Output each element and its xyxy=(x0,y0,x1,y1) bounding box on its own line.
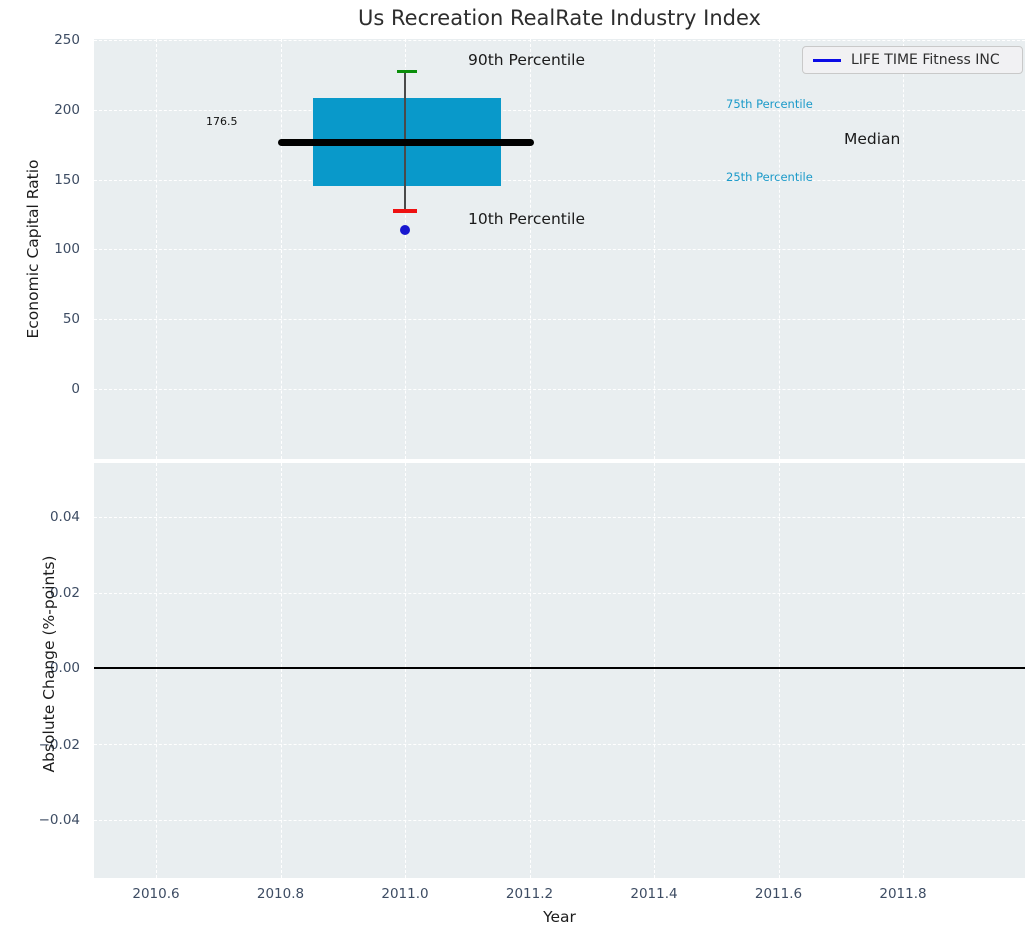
gridline xyxy=(405,463,406,878)
y-tick: 0.02 xyxy=(49,585,80,601)
gridline xyxy=(156,463,157,878)
zero-change-line xyxy=(94,667,1025,669)
gridline xyxy=(903,463,904,878)
y-tick: 50 xyxy=(62,311,80,327)
gridline xyxy=(94,319,1025,320)
gridline xyxy=(280,463,282,878)
x-tick: 2011.6 xyxy=(754,886,803,902)
gridline xyxy=(94,517,1025,518)
y-tick: 0 xyxy=(71,381,80,397)
median-label: Median xyxy=(844,130,901,148)
gridline xyxy=(94,744,1025,745)
gridline xyxy=(94,389,1025,390)
x-tick: 2011.0 xyxy=(381,886,429,902)
gridline xyxy=(94,820,1025,821)
gridline xyxy=(94,110,1025,111)
y-tick: 0.00 xyxy=(49,660,80,676)
y-tick: 200 xyxy=(54,102,80,118)
x-tick: 2011.8 xyxy=(879,886,927,902)
median-value-label: 176.5 xyxy=(206,115,238,128)
gridline xyxy=(94,249,1025,250)
legend: LIFE TIME Fitness INC xyxy=(802,46,1023,74)
x-tick: 2011.4 xyxy=(630,886,678,902)
chart-title: Us Recreation RealRate Industry Index xyxy=(358,6,761,30)
legend-line-swatch xyxy=(813,58,841,62)
p75-label: 75th Percentile xyxy=(726,97,813,111)
y-tick: −0.02 xyxy=(38,737,80,753)
gridline xyxy=(94,40,1025,41)
gridline xyxy=(778,463,780,878)
y-tick: 100 xyxy=(54,241,80,257)
bottom-subplot xyxy=(94,463,1025,878)
x-axis-label: Year xyxy=(543,908,576,926)
x-tick: 2010.6 xyxy=(132,886,180,902)
y-tick: 250 xyxy=(54,32,80,48)
top-subplot: 90th Percentile 10th Percentile 176.5 75… xyxy=(94,39,1025,459)
gridline xyxy=(94,593,1025,594)
y-tick: −0.04 xyxy=(38,812,80,828)
gridline xyxy=(94,180,1025,181)
p10-label: 10th Percentile xyxy=(468,210,586,228)
y-tick: 0.04 xyxy=(49,509,80,525)
p25-label: 25th Percentile xyxy=(726,170,813,184)
company-point-marker xyxy=(400,225,410,235)
x-tick: 2011.2 xyxy=(505,886,554,902)
x-tick: 2010.8 xyxy=(256,886,305,902)
gridline xyxy=(654,463,655,878)
y-tick: 150 xyxy=(54,172,80,188)
p10-cap xyxy=(393,209,417,213)
p90-label: 90th Percentile xyxy=(468,51,586,69)
legend-label: LIFE TIME Fitness INC xyxy=(851,52,1000,68)
bottom-y-axis-label: Absolute Change (%-points) xyxy=(40,555,58,773)
gridline xyxy=(529,463,531,878)
top-y-axis-label: Economic Capital Ratio xyxy=(24,159,42,339)
p90-cap xyxy=(397,70,417,73)
median-line xyxy=(278,139,534,146)
